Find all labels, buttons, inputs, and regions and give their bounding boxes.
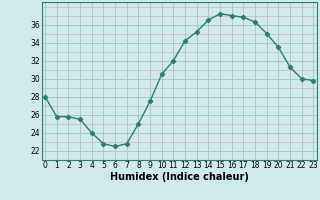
X-axis label: Humidex (Indice chaleur): Humidex (Indice chaleur)	[110, 172, 249, 182]
